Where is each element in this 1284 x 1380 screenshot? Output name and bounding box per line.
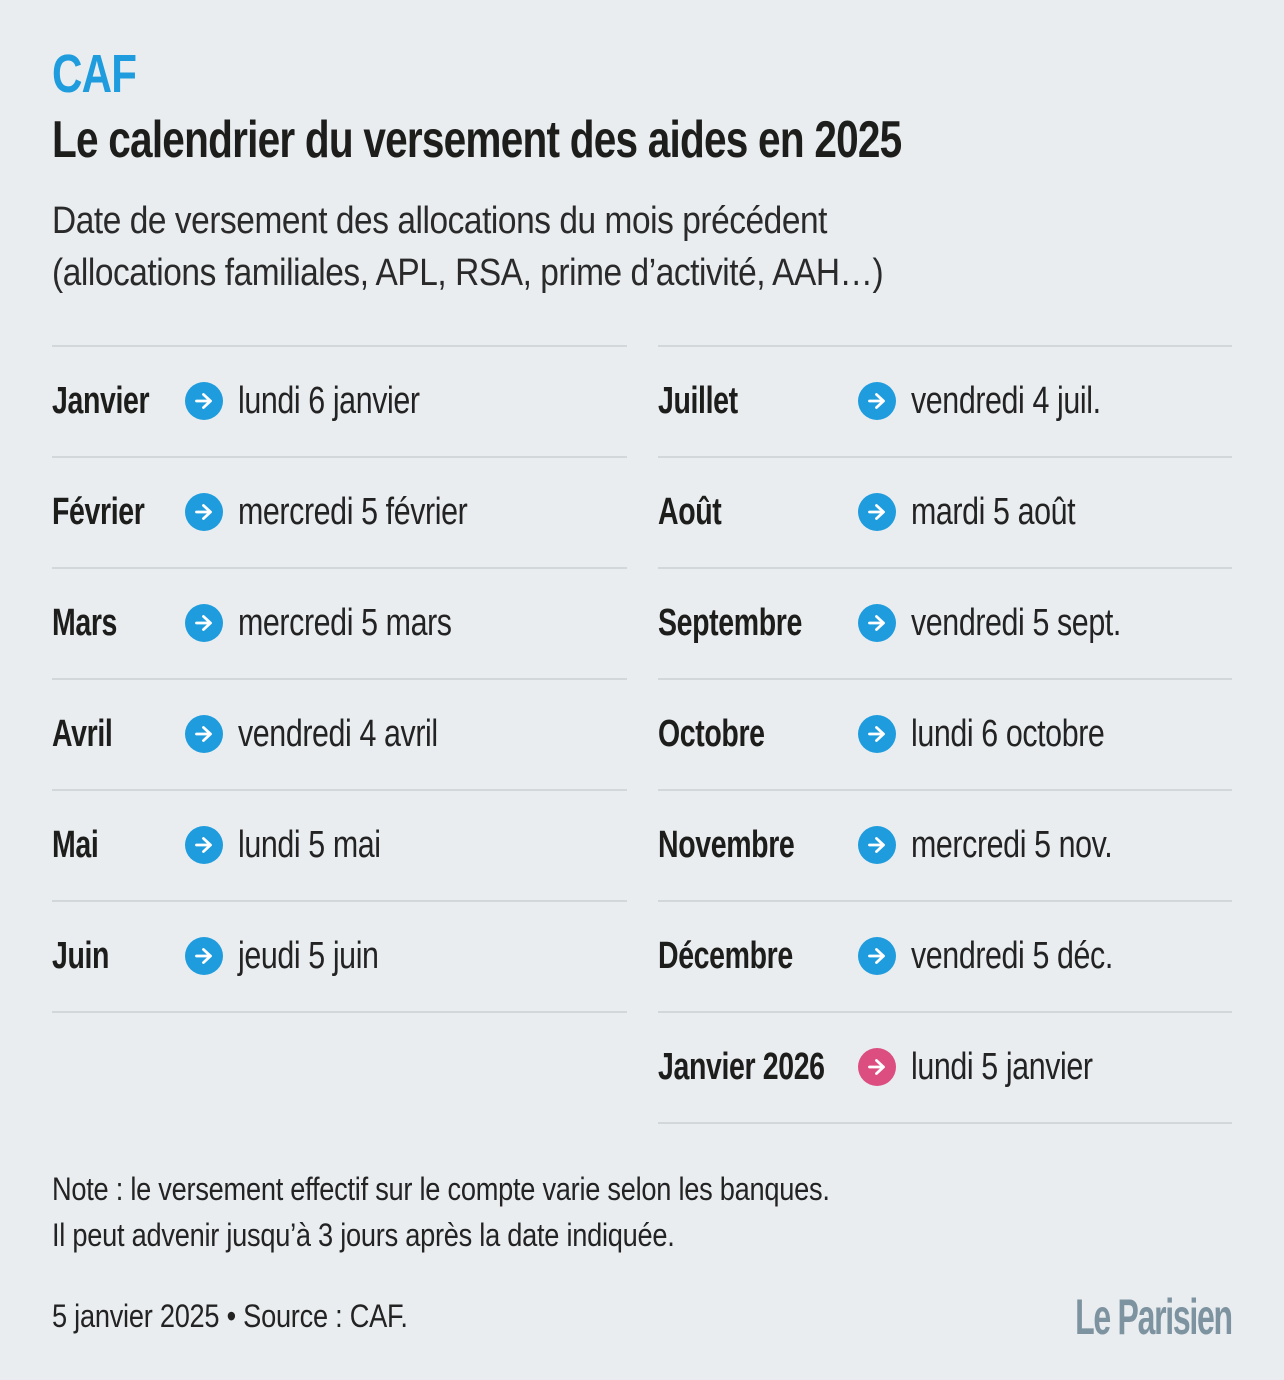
table-row-juillet: Juillet vendredi 4 juil. [657,344,1232,456]
arrow-right-icon [857,382,896,421]
table-row-mars: Mars mercredi 5 mars [52,566,627,678]
date-and-source: 5 janvier 2025 • Source : CAF. [52,1298,408,1335]
arrow-right-icon [185,826,223,865]
table-row-juin: Juin jeudi 5 juin [52,899,627,1011]
calendar-column-left: Janvier lundi 6 janvier Février mercredi… [52,344,627,1013]
table-row-avril: Avril vendredi 4 avril [52,677,627,789]
kicker-label: CAF [52,44,137,104]
calendar-column-right: Juillet vendredi 4 juil. Août mardi 5 ao… [657,344,1232,1124]
kicker: CAF [52,46,1232,103]
month-label: Août [657,490,722,533]
payment-date: lundi 5 mai [238,823,381,866]
table-row-mai: Mai lundi 5 mai [52,788,627,900]
table-row-novembre: Novembre mercredi 5 nov. [657,788,1232,900]
payment-date: mercredi 5 février [238,490,468,533]
arrow-right-icon [857,715,896,754]
arrow-right-icon [857,937,896,976]
month-label: Mai [52,823,99,866]
footer: 5 janvier 2025 • Source : CAF. Le Parisi… [52,1288,1233,1346]
arrow-right-icon [185,604,223,643]
month-label: Février [52,490,145,533]
table-row-fevrier: Février mercredi 5 février [52,455,627,567]
month-label: Septembre [657,601,802,644]
table-row-decembre: Décembre vendredi 5 déc. [657,899,1232,1011]
payment-date: jeudi 5 juin [238,934,379,977]
arrow-right-icon [185,715,223,754]
table-row-septembre: Septembre vendredi 5 sept. [657,566,1232,678]
payment-date: mercredi 5 mars [238,601,452,644]
note-line-1: Note : le versement effectif sur le comp… [52,1170,830,1207]
month-label: Octobre [657,712,765,755]
month-label: Juin [52,934,110,977]
payment-date: lundi 5 janvier [910,1045,1093,1088]
payment-date: mercredi 5 nov. [910,823,1113,866]
subtitle: Date de versement des allocations du moi… [52,195,1232,299]
month-label: Janvier [52,379,150,422]
page-title-text: Le calendrier du versement des aides en … [52,110,902,169]
month-label: Avril [52,712,113,755]
note: Note : le versement effectif sur le comp… [52,1166,1232,1258]
table-row-aout: Août mardi 5 août [657,455,1232,567]
subtitle-line-2: (allocations familiales, APL, RSA, prime… [52,251,884,294]
arrow-right-icon [185,937,223,976]
payment-date: lundi 6 janvier [238,379,420,422]
payment-date: lundi 6 octobre [910,712,1105,755]
note-line-2: Il peut advenir jusqu’à 3 jours après la… [52,1216,675,1253]
subtitle-line-1: Date de versement des allocations du moi… [52,199,828,242]
payment-date: vendredi 4 juil. [910,379,1101,422]
arrow-right-icon [857,493,896,532]
table-row-janvier-2026: Janvier 2026 lundi 5 janvier [657,1010,1232,1122]
le-parisien-logo: Le Parisien [1075,1288,1233,1345]
month-label: Mars [52,601,118,644]
payment-date: vendredi 4 avril [238,712,438,755]
payment-date: mardi 5 août [910,490,1076,533]
table-row-octobre: Octobre lundi 6 octobre [657,677,1232,789]
payment-date: vendredi 5 sept. [910,601,1121,644]
arrow-right-icon [185,382,223,421]
arrow-right-icon [857,604,896,643]
table-row-janvier: Janvier lundi 6 janvier [52,344,627,456]
payment-date: vendredi 5 déc. [910,934,1113,977]
arrow-right-icon [185,493,223,532]
month-label: Décembre [657,934,793,977]
month-label: Novembre [657,823,795,866]
arrow-right-icon [857,1048,896,1087]
page-title: Le calendrier du versement des aides en … [52,111,1232,169]
arrow-right-icon [857,826,896,865]
payment-calendar-table: Janvier lundi 6 janvier Février mercredi… [52,344,1232,1124]
month-label: Janvier 2026 [657,1045,825,1088]
month-label: Juillet [657,379,738,422]
